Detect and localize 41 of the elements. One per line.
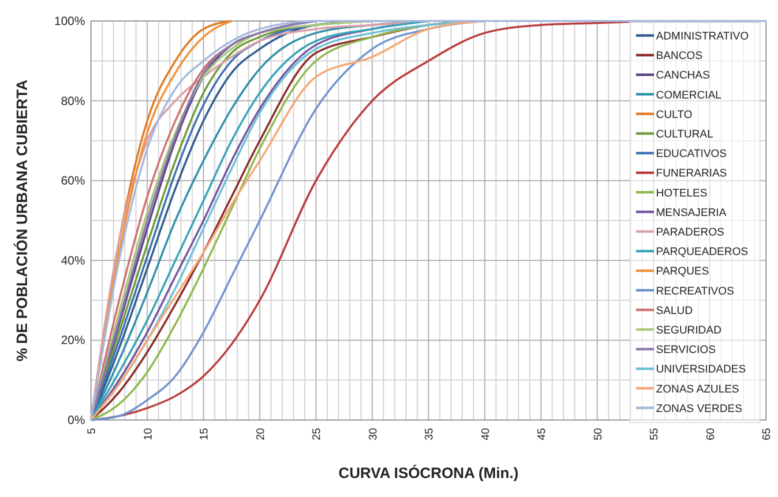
y-tick-label: 40% <box>60 253 86 268</box>
y-tick-label: 100% <box>54 14 86 28</box>
x-tick-label: 60 <box>704 428 717 440</box>
legend-label: UNIVERSIDADES <box>656 364 746 376</box>
y-tick-label: 60% <box>60 174 86 188</box>
y-tick-label: 0% <box>68 413 86 427</box>
legend-label: ZONAS AZULES <box>656 383 740 396</box>
legend-label: CULTO <box>656 108 693 121</box>
x-tick-label: 15 <box>198 428 210 440</box>
legend-label: RECREATIVOS <box>656 285 734 298</box>
legend-label: SEGURIDAD <box>656 324 722 336</box>
x-axis-title: CURVA ISÓCRONA (Min.) <box>338 464 518 482</box>
legend-label: COMERCIAL <box>656 89 722 102</box>
legend-label: BANCOS <box>656 50 702 62</box>
x-tick-label: 40 <box>480 428 492 440</box>
x-tick-label: 55 <box>648 428 660 440</box>
legend-label: MENSAJERIA <box>656 206 727 219</box>
legend-label: CULTURAL <box>656 128 714 140</box>
legend-label: ADMINISTRATIVO <box>656 30 750 42</box>
x-tick-label: 10 <box>142 428 154 440</box>
x-tick-label: 20 <box>254 428 267 440</box>
x-tick-label: 5 <box>86 428 98 434</box>
x-tick-label: 45 <box>536 428 548 440</box>
x-tick-label: 25 <box>311 428 323 440</box>
legend-label: CANCHAS <box>656 70 710 82</box>
x-tick-label: 30 <box>367 428 380 440</box>
y-axis-title: % DE POBLACIÓN URBANA CUBIERTA <box>13 80 31 362</box>
y-tick-label: 80% <box>60 94 86 108</box>
legend-label: PARQUEADEROS <box>656 246 748 258</box>
legend-label: EDUCATIVOS <box>656 148 727 160</box>
legend-label: HOTELES <box>656 187 708 200</box>
legend-label: FUNERARIAS <box>656 168 727 180</box>
legend-label: ZONAS VERDES <box>656 402 742 415</box>
y-tick-label: 20% <box>60 333 86 348</box>
legend-label: SALUD <box>656 304 693 317</box>
x-tick-label: 35 <box>424 428 436 440</box>
legend-label: PARADEROS <box>656 226 724 238</box>
x-tick-label: 65 <box>761 428 773 440</box>
legend-label: SERVICIOS <box>656 344 716 356</box>
legend-label: PARQUES <box>656 266 709 278</box>
x-tick-label: 50 <box>592 428 604 440</box>
